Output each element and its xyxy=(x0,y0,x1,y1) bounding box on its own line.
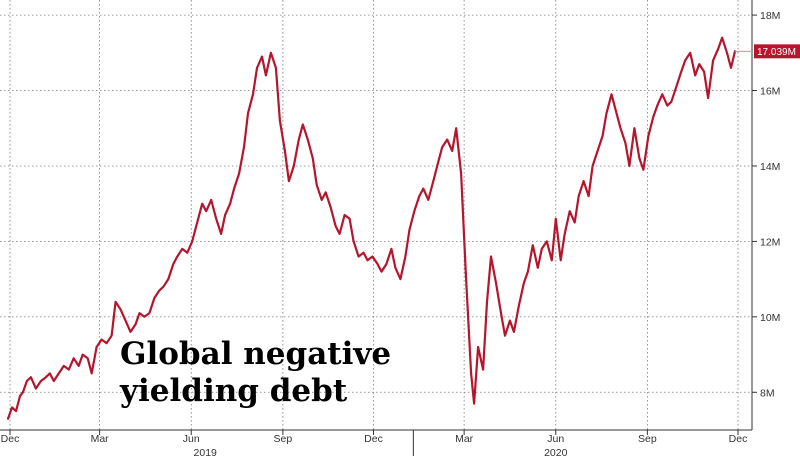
year-label: 2020 xyxy=(544,447,568,459)
y-tick-label: 16M xyxy=(760,86,780,98)
x-tick-label: Dec xyxy=(729,433,748,445)
x-tick-label: Mar xyxy=(91,433,110,445)
x-tick-label: Jun xyxy=(183,433,200,445)
chart-annotation: Global negative yielding debt xyxy=(120,336,392,409)
x-tick-label: Mar xyxy=(455,433,474,445)
x-tick-label: Sep xyxy=(638,433,657,445)
x-tick-label: Sep xyxy=(274,433,293,445)
x-tick-label: Jun xyxy=(547,433,564,445)
y-tick-label: 10M xyxy=(760,312,780,324)
last-value-label: 17.039M xyxy=(757,47,796,58)
grid-lines xyxy=(0,0,752,430)
x-tick-label: Dec xyxy=(364,433,383,445)
year-label: 2019 xyxy=(194,447,218,459)
series-layer xyxy=(6,36,737,420)
y-tick-label: 12M xyxy=(760,236,780,248)
y-tick-label: 18M xyxy=(760,10,780,22)
y-tick-label: 14M xyxy=(760,161,780,173)
last-value-marker: 17.039M xyxy=(735,44,800,59)
x-tick-label: Dec xyxy=(1,433,20,445)
y-tick-label: 8M xyxy=(760,387,775,399)
last-value-box xyxy=(754,44,800,59)
x-axis-ticks: Dec Mar Jun Sep Dec Mar Jun Sep Dec 2019 2020 xyxy=(1,430,748,459)
series-line xyxy=(6,36,737,420)
y-axis-ticks: 8M 10M 12M 14M 16M 18M xyxy=(752,10,780,399)
